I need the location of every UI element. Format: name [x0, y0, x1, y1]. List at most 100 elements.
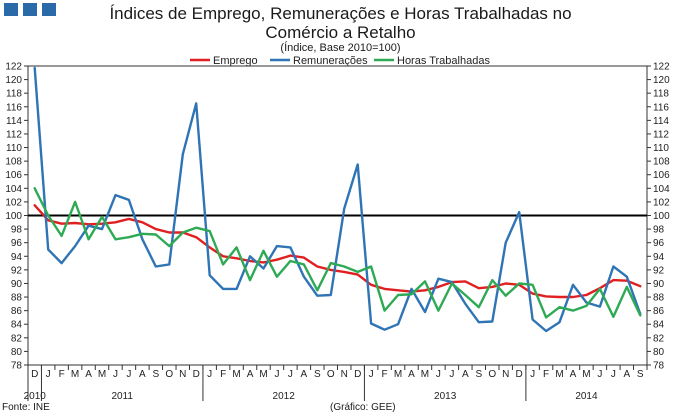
- y-tick-label-left: 116: [6, 102, 22, 113]
- x-tick-label: M: [555, 369, 563, 380]
- chart-title: Índices de Emprego, Remunerações e Horas…: [109, 4, 572, 23]
- legend-label: Emprego: [213, 55, 258, 67]
- y-tick-label-left: 80: [11, 347, 23, 358]
- y-tick-label-left: 98: [11, 225, 23, 236]
- year-label: 2010: [24, 391, 47, 402]
- x-tick-label: M: [421, 369, 429, 380]
- year-label: 2013: [434, 391, 457, 402]
- x-tick-label: J: [449, 369, 454, 380]
- y-tick-label-left: 108: [5, 157, 22, 168]
- x-tick-label: D: [516, 369, 523, 380]
- y-tick-label-left: 104: [5, 184, 22, 195]
- x-tick-label: M: [394, 369, 402, 380]
- year-label: 2011: [111, 391, 133, 402]
- y-tick-label-right: 122: [653, 62, 670, 73]
- y-tick-label-right: 98: [653, 225, 665, 236]
- y-tick-label-right: 88: [653, 293, 665, 304]
- y-tick-label-left: 82: [11, 333, 23, 344]
- year-label: 2014: [575, 391, 598, 402]
- y-tick-label-left: 112: [6, 129, 22, 140]
- y-tick-label-left: 102: [5, 197, 22, 208]
- x-tick-label: A: [85, 369, 92, 380]
- y-tick-label-right: 80: [653, 347, 665, 358]
- y-tick-label-right: 78: [653, 361, 665, 372]
- legend-label: Remunerações: [293, 55, 368, 67]
- x-tick-label: D: [31, 369, 38, 380]
- y-tick-label-right: 102: [653, 197, 670, 208]
- y-tick-label-left: 88: [11, 293, 23, 304]
- x-tick-label: A: [301, 369, 308, 380]
- x-tick-label: S: [637, 369, 644, 380]
- x-tick-label: O: [488, 369, 496, 380]
- x-tick-label: J: [274, 369, 279, 380]
- y-tick-label-right: 84: [653, 320, 665, 331]
- x-tick-label: A: [247, 369, 254, 380]
- y-tick-label-left: 122: [5, 62, 22, 73]
- logo-square-1: [4, 3, 18, 16]
- x-tick-label: F: [59, 369, 65, 380]
- y-tick-label-left: 94: [11, 252, 23, 263]
- y-tick-label-left: 90: [11, 279, 23, 290]
- x-tick-label: O: [165, 369, 173, 380]
- x-tick-label: J: [597, 369, 602, 380]
- source-note: Fonte: INE: [2, 402, 50, 413]
- y-tick-label-right: 104: [653, 184, 670, 195]
- x-tick-label: S: [153, 369, 160, 380]
- x-tick-label: J: [46, 369, 51, 380]
- y-tick-label-right: 92: [653, 265, 665, 276]
- x-tick-label: M: [582, 369, 590, 380]
- x-tick-label: F: [543, 369, 549, 380]
- year-label: 2012: [273, 391, 296, 402]
- x-tick-label: J: [369, 369, 374, 380]
- y-tick-label-right: 86: [653, 306, 665, 317]
- x-tick-label: A: [139, 369, 146, 380]
- x-tick-label: S: [314, 369, 321, 380]
- x-tick-label: O: [327, 369, 335, 380]
- x-tick-label: A: [462, 369, 469, 380]
- y-tick-label-left: 78: [11, 361, 23, 372]
- y-tick-label-left: 114: [6, 116, 22, 127]
- y-tick-label-left: 118: [6, 89, 22, 100]
- x-tick-label: A: [623, 369, 630, 380]
- y-tick-label-right: 116: [653, 102, 669, 113]
- chart-subtitle: (Índice, Base 2010=100): [280, 42, 401, 54]
- series-line-horas-trabalhadas: [33, 187, 642, 319]
- x-tick-label: F: [382, 369, 388, 380]
- y-tick-label-right: 96: [653, 238, 665, 249]
- x-tick-label: M: [98, 369, 106, 380]
- y-tick-label-right: 114: [653, 116, 669, 127]
- x-tick-label: M: [259, 369, 267, 380]
- y-tick-label-right: 90: [653, 279, 665, 290]
- x-tick-label: D: [354, 369, 361, 380]
- y-tick-label-left: 106: [5, 170, 22, 181]
- logo-square-3: [42, 3, 56, 16]
- y-tick-label-left: 84: [11, 320, 23, 331]
- x-tick-label: N: [179, 369, 186, 380]
- y-tick-label-right: 110: [653, 143, 669, 154]
- x-tick-label: S: [475, 369, 482, 380]
- x-tick-label: F: [220, 369, 226, 380]
- x-tick-label: J: [436, 369, 441, 380]
- y-tick-label-right: 94: [653, 252, 665, 263]
- x-tick-label: D: [193, 369, 200, 380]
- y-tick-label-right: 118: [653, 89, 669, 100]
- credit-note: (Gráfico: GEE): [330, 402, 396, 413]
- chart-title-line2: Comércio a Retalho: [265, 23, 416, 42]
- series-line-remunera-es: [33, 66, 642, 333]
- x-tick-label: J: [611, 369, 616, 380]
- x-tick-label: J: [113, 369, 118, 380]
- y-tick-label-right: 112: [653, 129, 669, 140]
- y-tick-label-left: 100: [5, 211, 22, 222]
- x-tick-label: A: [570, 369, 577, 380]
- x-tick-label: A: [408, 369, 415, 380]
- x-tick-label: J: [530, 369, 535, 380]
- y-tick-label-right: 100: [653, 211, 670, 222]
- x-tick-label: M: [71, 369, 79, 380]
- legend-label: Horas Trabalhadas: [397, 55, 490, 67]
- x-tick-label: J: [126, 369, 131, 380]
- y-tick-label-right: 106: [653, 170, 670, 181]
- y-tick-label-right: 82: [653, 333, 665, 344]
- y-tick-label-left: 110: [6, 143, 22, 154]
- y-tick-label-left: 96: [11, 238, 23, 249]
